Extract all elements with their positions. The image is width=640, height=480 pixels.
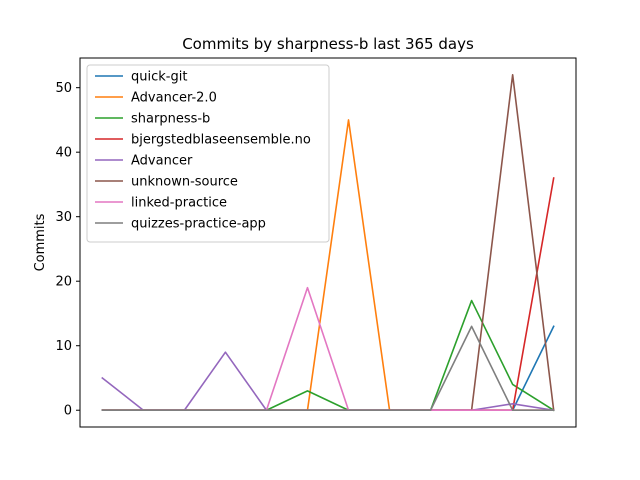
y-tick-label: 30 bbox=[55, 210, 72, 225]
y-tick-label: 50 bbox=[55, 81, 72, 96]
legend-label-advancer: Advancer bbox=[131, 154, 193, 169]
legend-label-unknown-source: unknown-source bbox=[131, 175, 238, 190]
legend: quick-git Advancer-2.0 sharpness-b bjergste… bbox=[86, 64, 330, 243]
y-tick-label: 10 bbox=[55, 339, 72, 354]
y-tick-label: 20 bbox=[55, 275, 72, 290]
axes-frame bbox=[79, 57, 577, 428]
y-axis-ticks: 0 10 20 30 40 50 bbox=[55, 81, 80, 419]
series-line-quizzes-practice-app bbox=[101, 325, 555, 412]
series-lines bbox=[101, 73, 555, 412]
legend-label-advancer-2-0: Advancer-2.0 bbox=[131, 91, 217, 106]
legend-label-sharpness-b: sharpness-b bbox=[131, 112, 210, 127]
y-tick-label: 0 bbox=[64, 404, 72, 419]
y-axis-label: Commits bbox=[33, 213, 48, 271]
legend-label-quick-git: quick-git bbox=[131, 70, 187, 85]
legend-box bbox=[86, 64, 330, 243]
y-tick-label: 40 bbox=[55, 146, 72, 161]
legend-label-linked-practice: linked-practice bbox=[131, 196, 227, 211]
legend-label-bjergstedblaseensemble-no: bjergstedblaseensemble.no bbox=[131, 133, 311, 148]
legend-label-quizzes-practice-app: quizzes-practice-app bbox=[131, 217, 266, 232]
chart-title: Commits by sharpness-b last 365 days bbox=[182, 35, 474, 53]
